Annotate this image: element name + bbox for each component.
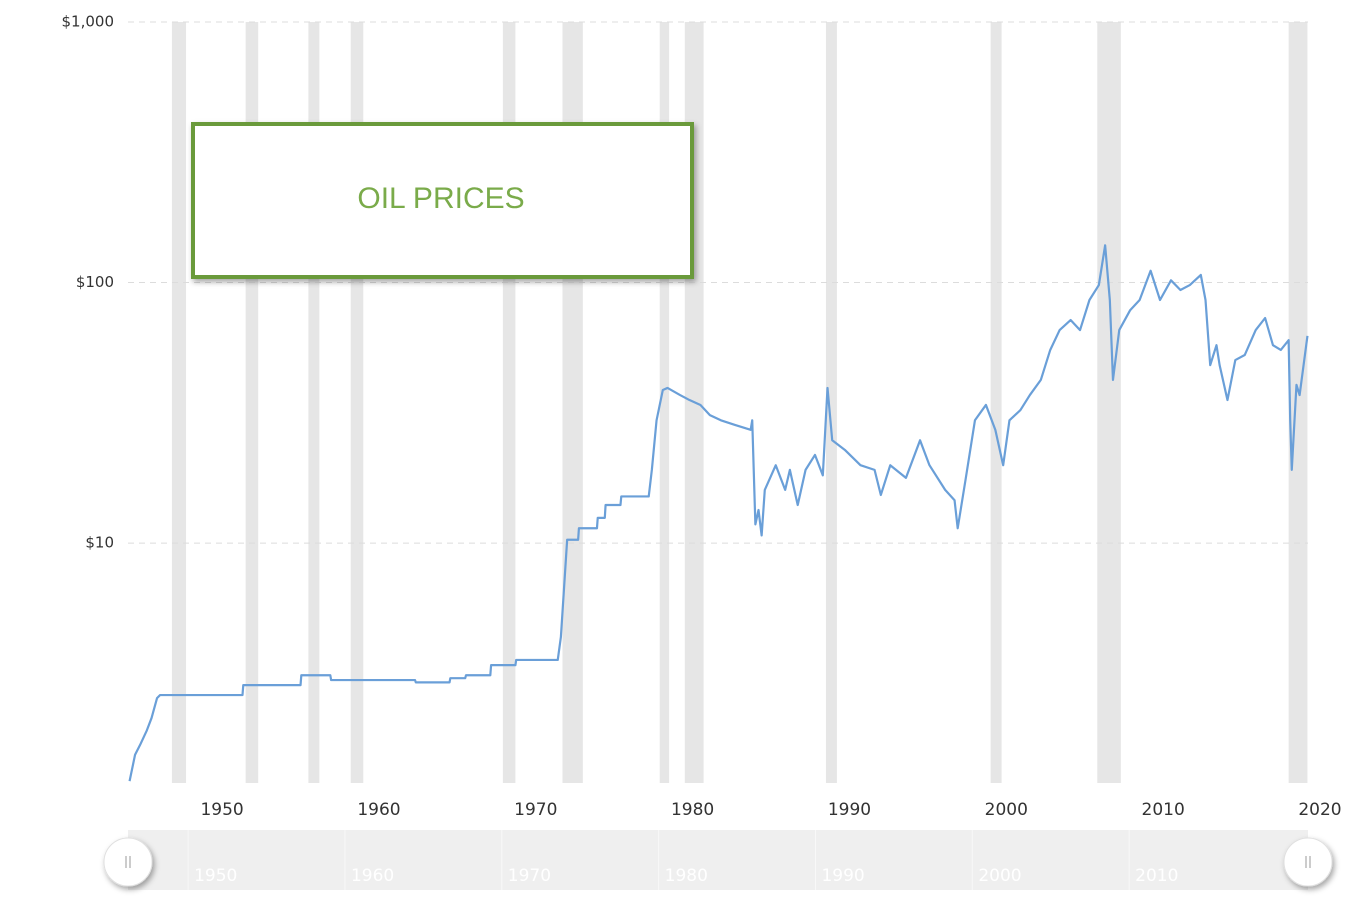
recession-band bbox=[825, 22, 837, 783]
recession-band bbox=[659, 22, 670, 783]
annotation: OIL PRICES bbox=[191, 122, 694, 279]
x-tick-label: 1990 bbox=[828, 800, 871, 820]
navigator-label: 1980 bbox=[665, 866, 708, 886]
recession-band bbox=[1097, 22, 1121, 783]
x-tick-label: 1960 bbox=[357, 800, 400, 820]
recession-band bbox=[171, 22, 187, 783]
x-tick-label: 2000 bbox=[985, 800, 1028, 820]
recession-band bbox=[1288, 22, 1308, 783]
navigator-handle[interactable] bbox=[103, 837, 153, 887]
x-tick-label: 1980 bbox=[671, 800, 714, 820]
recession-band bbox=[308, 22, 320, 783]
navigator-label: 1970 bbox=[508, 866, 551, 886]
handle-circle[interactable] bbox=[1283, 837, 1333, 887]
navigator-label: 1950 bbox=[194, 866, 237, 886]
grid bbox=[128, 21, 1308, 544]
y-tick-label: $1,000 bbox=[62, 13, 115, 31]
recession-band bbox=[990, 22, 1002, 783]
annotation-box bbox=[191, 122, 694, 279]
navigator-handle[interactable] bbox=[1283, 837, 1333, 887]
plot bbox=[128, 244, 1309, 782]
recession-bands bbox=[171, 22, 1308, 783]
annotation-text: OIL PRICES bbox=[357, 182, 524, 215]
navigator-label: 2000 bbox=[978, 866, 1021, 886]
navigator-label: 1990 bbox=[821, 866, 864, 886]
y-tick-label: $10 bbox=[85, 534, 114, 552]
navigator-label: 2010 bbox=[1135, 866, 1178, 886]
handle-circle[interactable] bbox=[103, 837, 153, 887]
axes: $10 $100 $1,000 1950 1960 1970 1980 1990 2000 201… bbox=[62, 13, 1342, 821]
navigator-label: 1960 bbox=[351, 866, 394, 886]
y-tick-label: $100 bbox=[76, 273, 114, 291]
x-tick-label: 2020 bbox=[1298, 800, 1341, 820]
x-tick-label: 2010 bbox=[1142, 800, 1185, 820]
navigator: 1950 1960 1970 1980 1990 2000 2010 bbox=[103, 830, 1333, 890]
x-tick-label: 1970 bbox=[514, 800, 557, 820]
price-line bbox=[128, 244, 1309, 782]
navigator-track bbox=[128, 830, 1308, 890]
x-tick-label: 1950 bbox=[200, 800, 243, 820]
